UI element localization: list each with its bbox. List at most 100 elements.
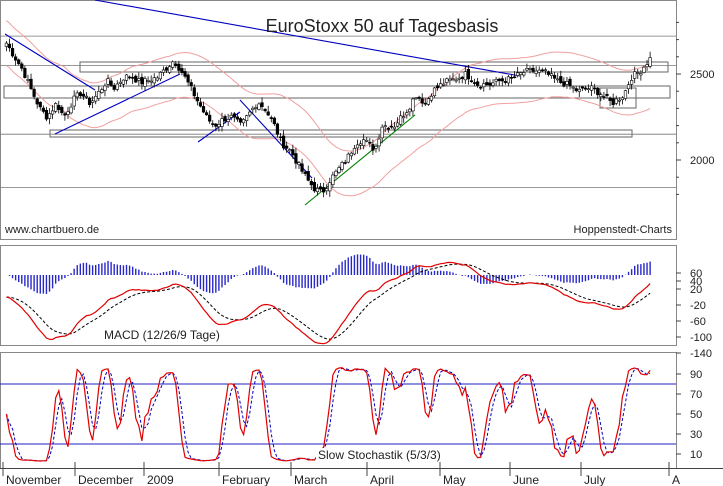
candle xyxy=(349,151,353,160)
candle xyxy=(41,105,45,114)
candle xyxy=(288,147,292,154)
candle-body xyxy=(383,125,387,127)
candle-body xyxy=(195,96,199,102)
candle xyxy=(445,77,449,86)
candle xyxy=(608,96,612,107)
candle-body xyxy=(100,89,104,93)
candle xyxy=(87,96,92,108)
candle-body xyxy=(355,144,360,149)
candle xyxy=(506,75,511,87)
candle-body xyxy=(180,68,184,73)
candle xyxy=(519,71,523,80)
candle-body xyxy=(75,92,79,98)
candle-body xyxy=(91,100,95,103)
candle-body xyxy=(648,57,652,67)
candle xyxy=(143,76,147,91)
candle xyxy=(334,169,338,179)
candle-body xyxy=(633,71,637,79)
candle xyxy=(35,97,39,109)
candle xyxy=(254,104,258,113)
candle xyxy=(568,76,572,90)
candle-body xyxy=(522,72,526,76)
candle-body xyxy=(556,78,560,81)
candle xyxy=(589,81,594,97)
stochastic-title: Slow Stochastik (5/3/3) xyxy=(318,448,441,462)
candle xyxy=(229,112,233,121)
candle-body xyxy=(254,107,258,109)
candle-body xyxy=(134,75,138,83)
candle xyxy=(466,64,470,85)
candle xyxy=(408,107,412,117)
candle xyxy=(285,141,289,153)
candle xyxy=(439,78,443,89)
candle-body xyxy=(472,82,477,84)
candle xyxy=(4,41,8,52)
candle-body xyxy=(17,59,21,65)
candle-body xyxy=(565,81,569,85)
candle xyxy=(312,177,316,193)
stochastic-axis-tick-label: 10 xyxy=(690,449,702,461)
candle-body xyxy=(7,43,12,49)
candle-body xyxy=(328,182,332,192)
candle xyxy=(355,139,360,154)
candle xyxy=(448,75,452,85)
stochastic-panel: Slow Stochastik (5/3/3) xyxy=(0,352,677,469)
candle-body xyxy=(44,109,49,120)
candle-body xyxy=(26,79,30,81)
candle-body xyxy=(457,77,461,80)
candle xyxy=(47,108,52,125)
candle xyxy=(54,102,58,114)
candle-body xyxy=(334,170,338,176)
candle xyxy=(457,73,461,84)
x-axis-label: November xyxy=(6,473,61,486)
candle xyxy=(57,100,61,114)
macd-signal-line xyxy=(6,263,651,340)
candle-body xyxy=(32,88,36,97)
candle-body xyxy=(531,67,535,72)
candle-body xyxy=(608,97,612,101)
candle xyxy=(497,77,501,86)
candle-body xyxy=(81,93,85,97)
candle-body xyxy=(593,87,597,90)
candle-body xyxy=(66,111,70,115)
candle-body xyxy=(146,80,150,82)
candle-body xyxy=(278,136,283,139)
x-axis-label: A xyxy=(672,473,680,486)
price-axis-tick-label: 2500 xyxy=(690,69,714,81)
candle xyxy=(377,134,381,152)
candle-body xyxy=(235,116,239,120)
candle-body xyxy=(155,77,159,81)
candle xyxy=(269,115,273,123)
candle xyxy=(562,77,566,88)
candle-body xyxy=(41,107,45,112)
candle xyxy=(245,114,249,127)
candle-body xyxy=(454,79,458,82)
candle-body xyxy=(54,103,58,112)
candle xyxy=(494,76,498,86)
stochastic-axis-tick-label: 50 xyxy=(690,409,702,421)
stochastic-k-line xyxy=(5,367,651,462)
candle xyxy=(84,92,89,100)
candle xyxy=(389,120,393,129)
upper-band xyxy=(6,20,651,152)
candle xyxy=(472,78,477,87)
macd-axis-tick-label: -140 xyxy=(690,348,712,360)
candle-body xyxy=(623,90,628,99)
candle xyxy=(571,85,575,93)
candle-body xyxy=(352,148,357,155)
candle-body xyxy=(57,105,61,110)
candle-body xyxy=(300,163,304,172)
candle-body xyxy=(94,95,98,102)
candle-body xyxy=(29,78,33,89)
candle xyxy=(272,116,276,126)
candle xyxy=(44,106,49,122)
candle xyxy=(38,101,42,111)
candle xyxy=(189,79,193,91)
candle-body xyxy=(402,116,406,119)
candle xyxy=(318,182,323,192)
candle-body xyxy=(288,149,292,152)
candle xyxy=(232,111,236,123)
candle-body xyxy=(420,98,424,104)
candle-body xyxy=(325,188,329,192)
